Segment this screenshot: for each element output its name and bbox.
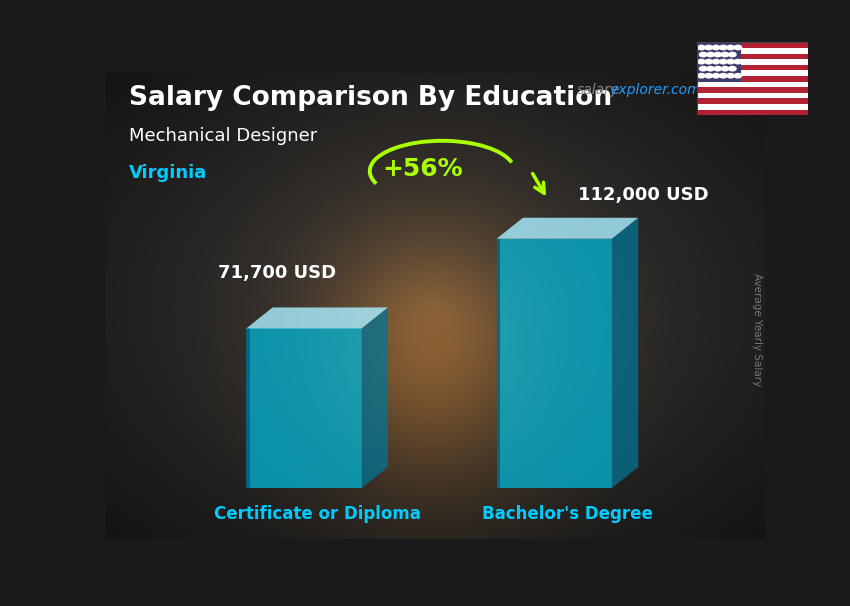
Bar [697, 42, 808, 48]
Circle shape [705, 45, 713, 50]
Circle shape [719, 73, 728, 79]
Bar [697, 93, 808, 98]
Circle shape [713, 52, 722, 58]
Circle shape [697, 73, 706, 79]
Bar [697, 104, 808, 110]
Circle shape [726, 45, 735, 50]
Bar [697, 59, 808, 65]
Text: 71,700 USD: 71,700 USD [218, 264, 337, 282]
Polygon shape [246, 328, 361, 488]
Circle shape [719, 45, 728, 50]
Bar [697, 70, 808, 76]
Circle shape [734, 73, 742, 79]
Polygon shape [246, 307, 388, 328]
Text: Salary Comparison By Education: Salary Comparison By Education [129, 85, 613, 112]
Polygon shape [496, 239, 500, 488]
Circle shape [721, 65, 729, 72]
Circle shape [726, 59, 735, 64]
Bar [697, 98, 808, 104]
Circle shape [711, 73, 721, 79]
Bar [697, 82, 808, 87]
Circle shape [728, 52, 737, 58]
Bar [697, 53, 808, 59]
Text: Mechanical Designer: Mechanical Designer [129, 127, 318, 145]
Circle shape [699, 65, 707, 72]
Bar [697, 65, 808, 70]
Circle shape [719, 59, 728, 64]
Text: Certificate or Diploma: Certificate or Diploma [213, 505, 421, 523]
Text: Virginia: Virginia [129, 164, 207, 182]
Circle shape [705, 73, 713, 79]
Circle shape [734, 45, 742, 50]
Bar [697, 87, 808, 93]
Polygon shape [246, 328, 250, 488]
Text: 112,000 USD: 112,000 USD [578, 186, 708, 204]
Polygon shape [361, 307, 388, 488]
Bar [697, 42, 741, 82]
Circle shape [711, 45, 721, 50]
Circle shape [734, 59, 742, 64]
Polygon shape [496, 218, 638, 239]
Text: explorer.com: explorer.com [610, 84, 700, 98]
Circle shape [706, 52, 715, 58]
Circle shape [706, 65, 715, 72]
Circle shape [699, 52, 707, 58]
Circle shape [721, 52, 729, 58]
Circle shape [726, 73, 735, 79]
Circle shape [713, 65, 722, 72]
Bar [697, 76, 808, 82]
Circle shape [728, 65, 737, 72]
Text: Bachelor's Degree: Bachelor's Degree [482, 505, 653, 523]
Circle shape [705, 59, 713, 64]
Circle shape [697, 59, 706, 64]
Text: Average Yearly Salary: Average Yearly Salary [752, 273, 762, 386]
Bar [697, 48, 808, 53]
Text: +56%: +56% [382, 157, 462, 181]
Polygon shape [612, 218, 638, 488]
Polygon shape [496, 239, 612, 488]
Circle shape [697, 45, 706, 50]
Bar [697, 110, 808, 115]
Text: salary: salary [577, 84, 620, 98]
Circle shape [711, 59, 721, 64]
